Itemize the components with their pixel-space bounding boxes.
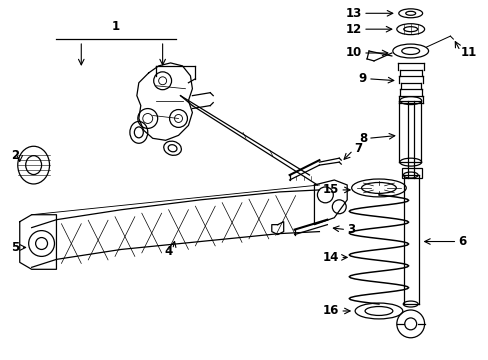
Text: 7: 7 bbox=[353, 142, 362, 155]
Text: 1: 1 bbox=[112, 20, 120, 33]
Text: 9: 9 bbox=[358, 72, 366, 85]
Text: 3: 3 bbox=[346, 223, 355, 236]
Text: 4: 4 bbox=[164, 245, 172, 258]
Text: 6: 6 bbox=[457, 235, 466, 248]
Text: 5: 5 bbox=[12, 241, 20, 254]
Text: 8: 8 bbox=[358, 132, 366, 145]
Text: 10: 10 bbox=[345, 46, 361, 59]
Text: 11: 11 bbox=[459, 46, 476, 59]
Text: 13: 13 bbox=[345, 7, 361, 20]
Bar bbox=[401, 168, 421, 178]
Text: 12: 12 bbox=[345, 23, 361, 36]
Text: 2: 2 bbox=[12, 149, 20, 162]
Text: 14: 14 bbox=[322, 251, 339, 264]
Text: 16: 16 bbox=[322, 305, 339, 318]
Text: 15: 15 bbox=[322, 184, 339, 197]
